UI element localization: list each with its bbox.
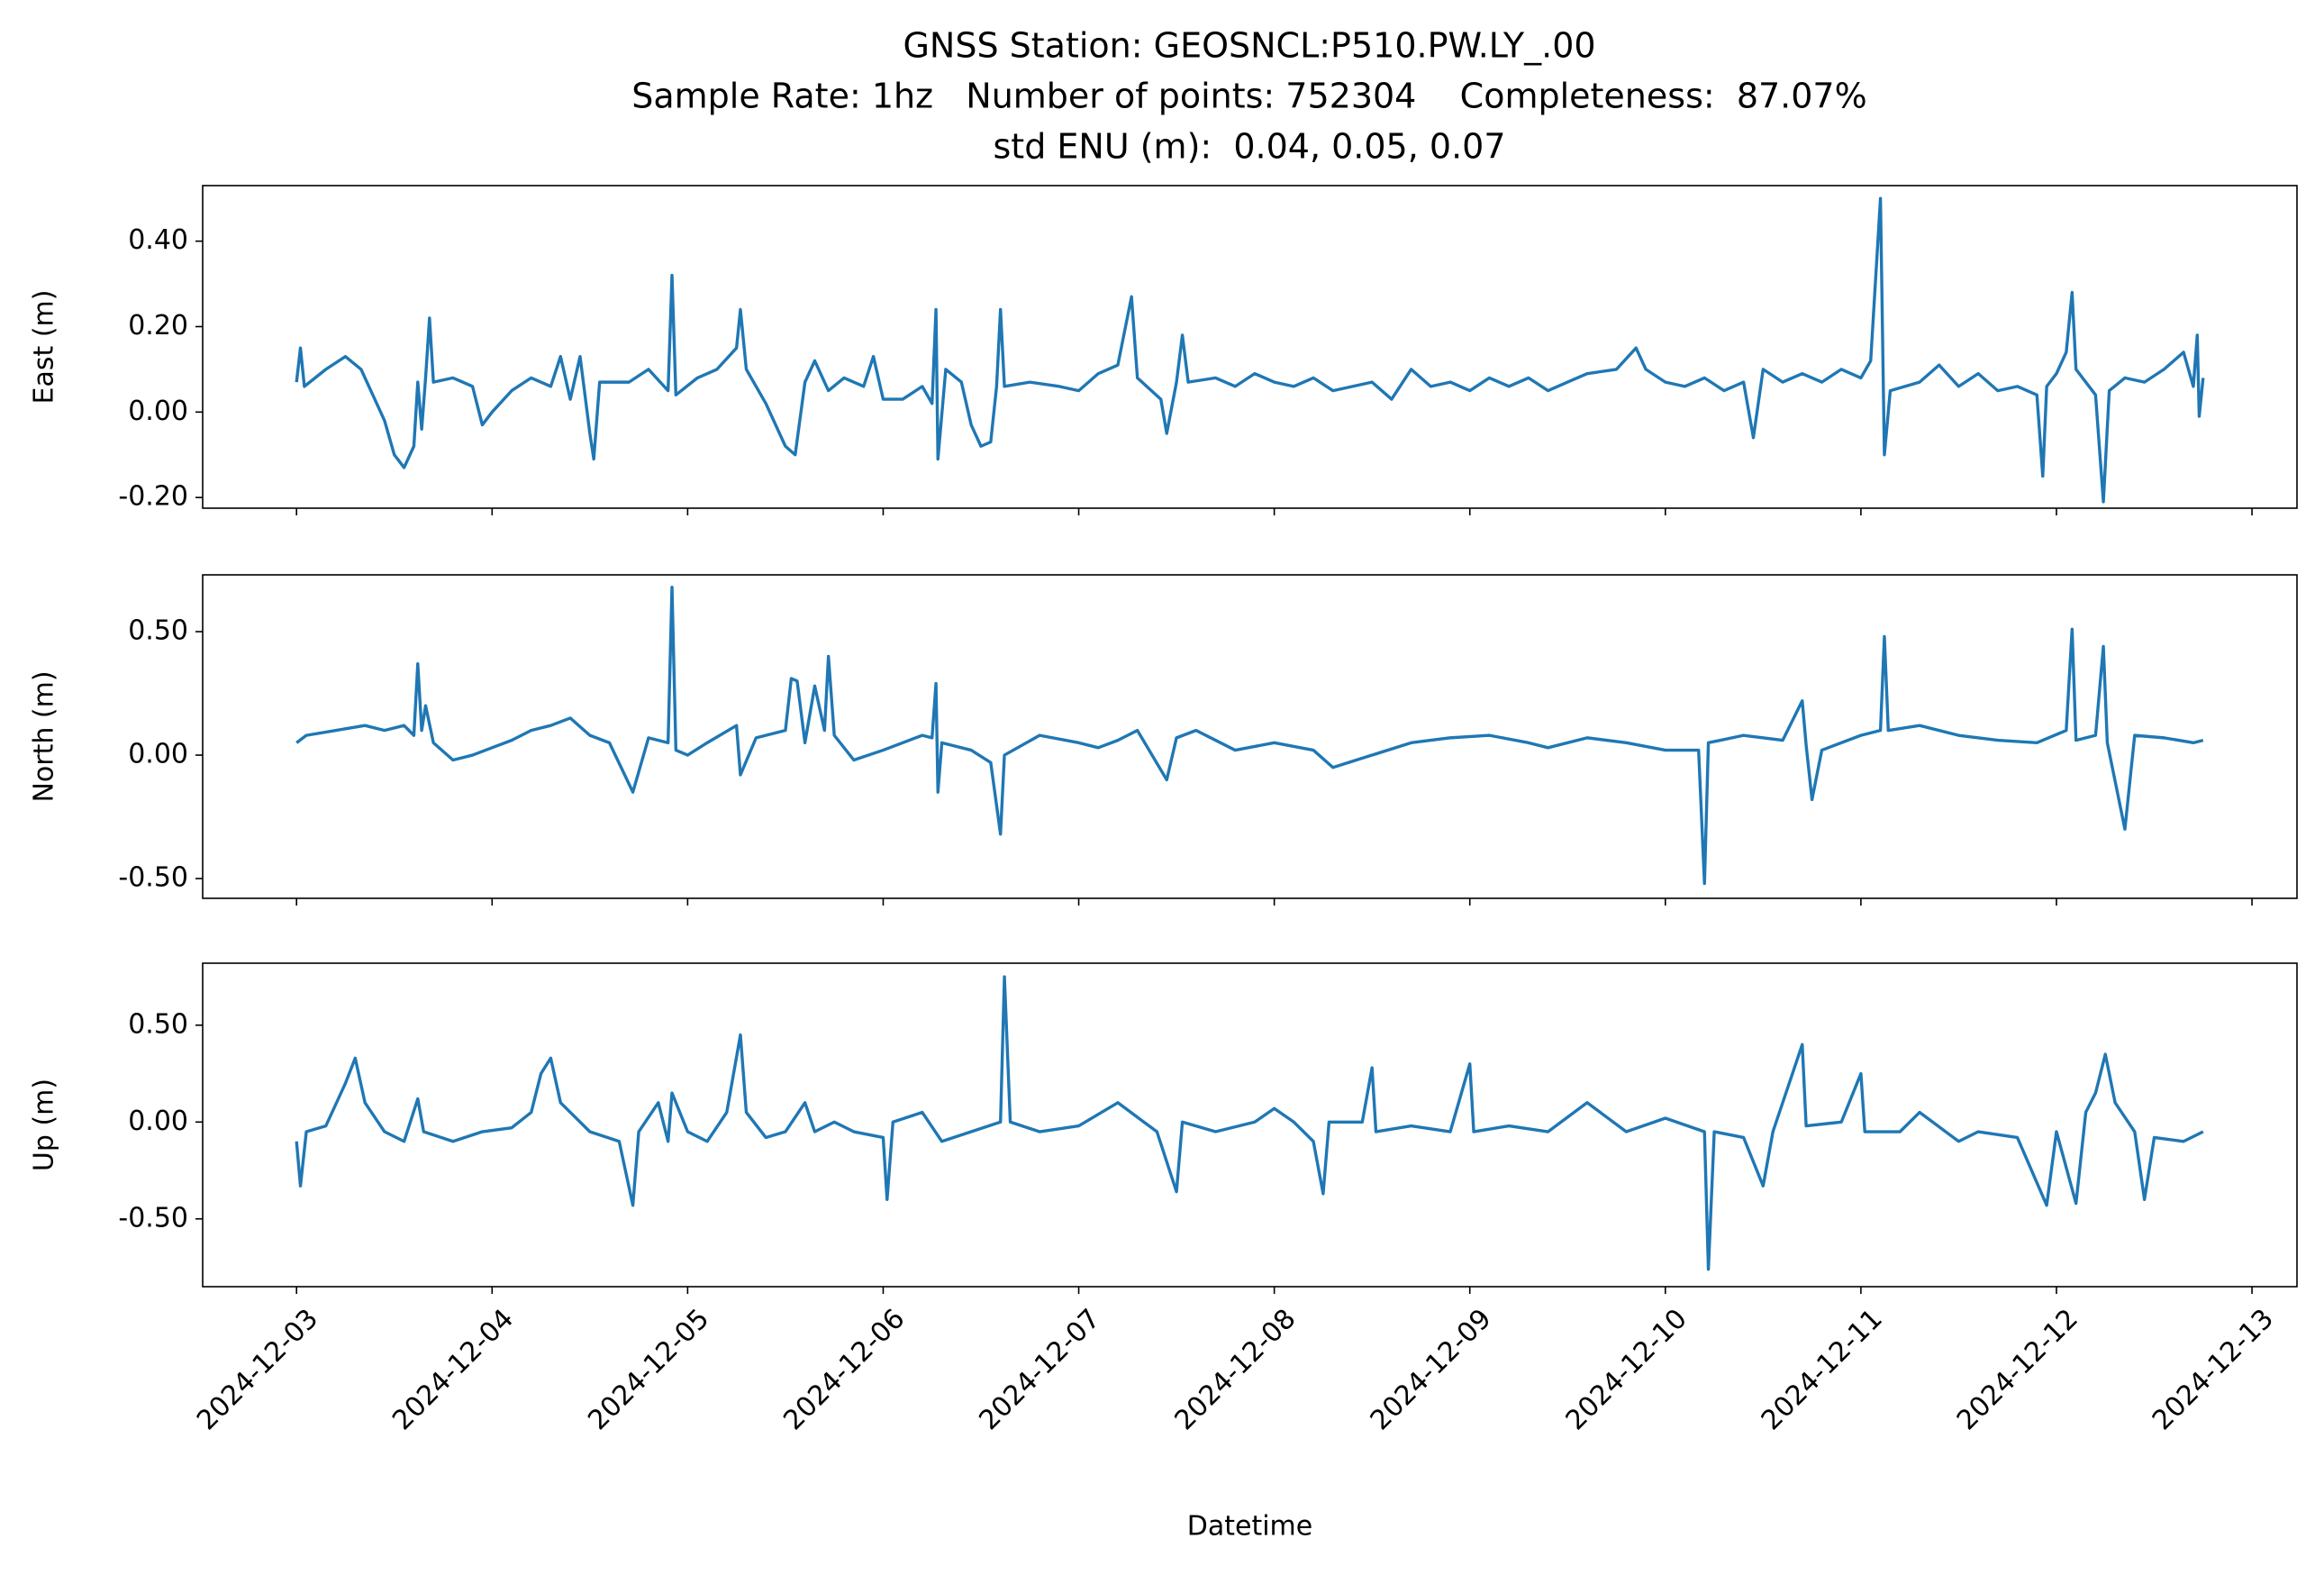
- y-axis-label: North (m): [29, 670, 60, 802]
- y-tick-label: 0.20: [128, 310, 188, 341]
- data-line: [295, 586, 2204, 886]
- data-line: [295, 196, 2205, 504]
- y-axis-label: Up (m): [29, 1079, 60, 1171]
- axes-frame: [202, 574, 2298, 899]
- y-tick-label: 0.00: [128, 1106, 188, 1137]
- axes-frame: [202, 185, 2298, 509]
- x-axis-label: Datetime: [1187, 1511, 1312, 1543]
- y-tick-label: 0.50: [128, 615, 188, 647]
- y-tick-label: -0.50: [118, 862, 188, 894]
- y-tick-label: -0.50: [118, 1202, 188, 1234]
- data-line: [295, 975, 2204, 1271]
- title-line: std ENU (m): 0.04, 0.05, 0.07: [994, 127, 1506, 167]
- title-line: Sample Rate: 1hz Number of points: 75230…: [631, 77, 1866, 116]
- y-tick-label: 0.00: [128, 739, 188, 770]
- title-line: GNSS Station: GEOSNCL:P510.PW.LY_.00: [903, 26, 1595, 66]
- axes-frame: [202, 962, 2298, 1288]
- y-tick-label: 0.00: [128, 396, 188, 427]
- y-axis-label: East (m): [29, 290, 60, 405]
- y-tick-label: 0.40: [128, 224, 188, 256]
- y-tick-label: 0.50: [128, 1008, 188, 1040]
- y-tick-label: -0.20: [118, 481, 188, 513]
